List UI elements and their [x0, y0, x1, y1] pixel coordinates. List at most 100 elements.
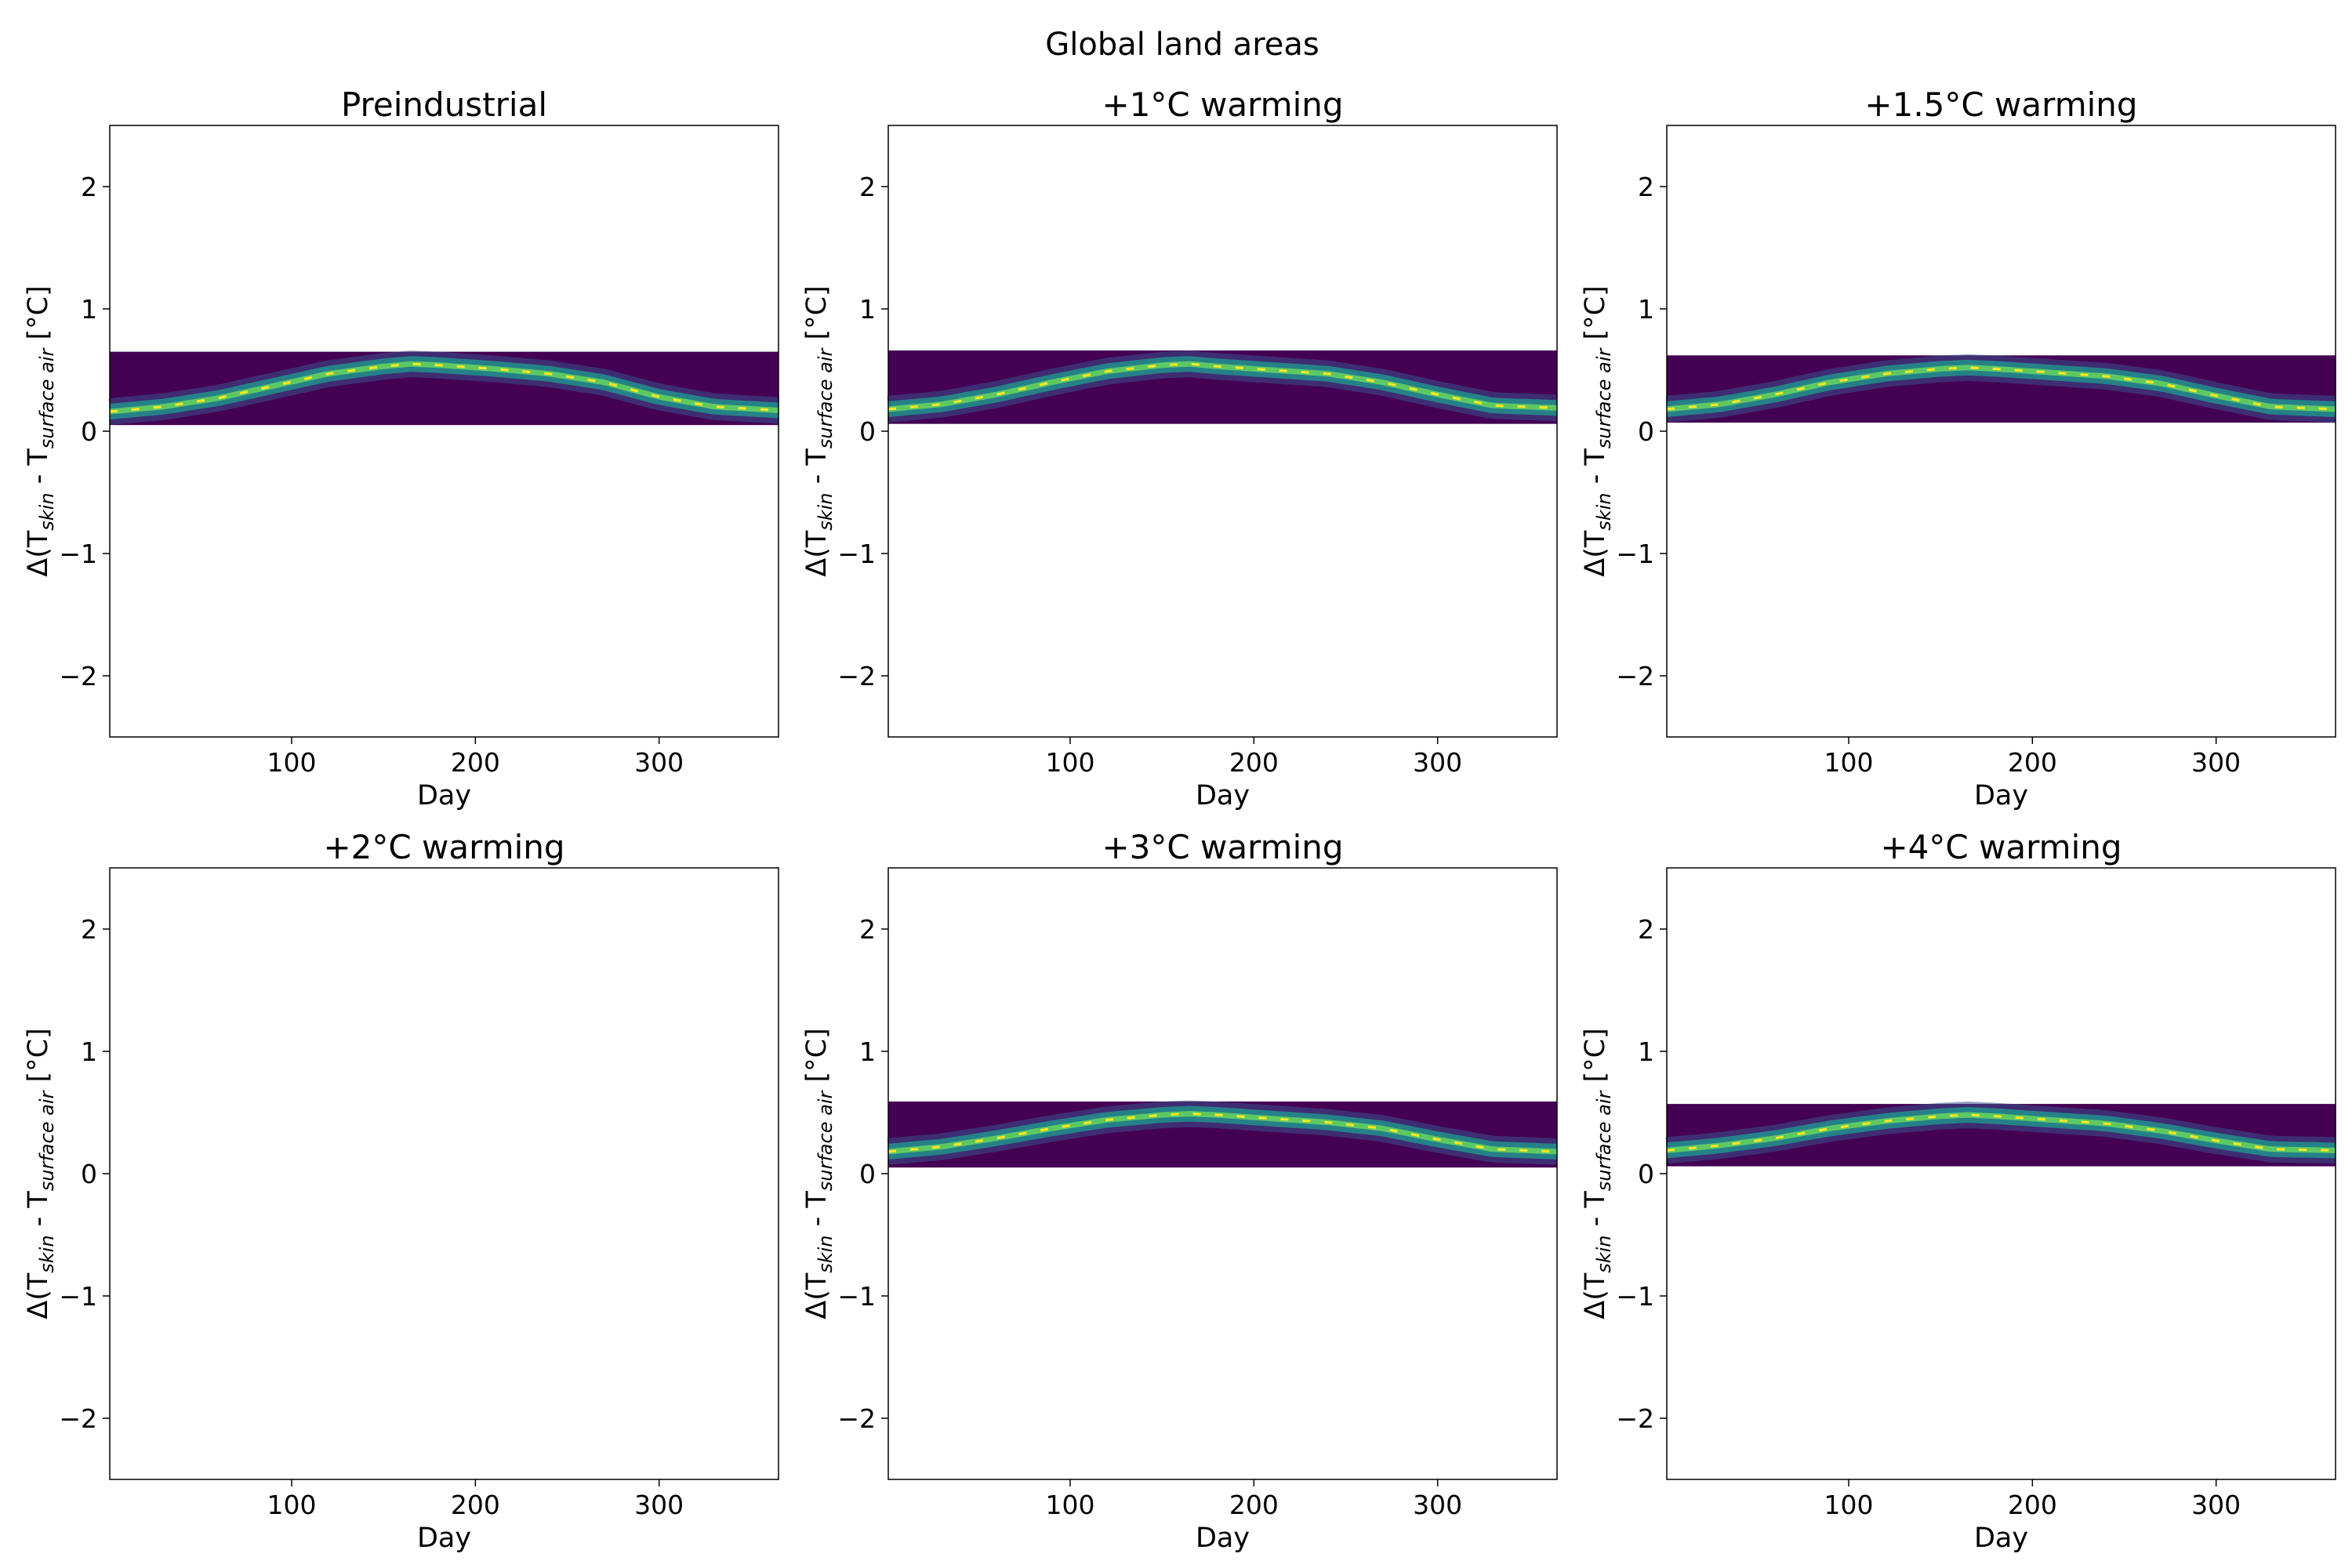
y-axis-label-part: - T [1580, 1191, 1611, 1236]
y-axis-label-part: - T [23, 448, 54, 493]
y-tick-label: 0 [81, 416, 97, 447]
y-tick-label: 2 [859, 172, 876, 202]
x-axis-label: Day [1974, 1523, 2028, 1554]
y-axis-label-part: - T [1580, 448, 1611, 493]
y-tick-label: −2 [1616, 1403, 1654, 1434]
x-axis-label: Day [1196, 780, 1250, 811]
y-tick-label: 1 [1638, 294, 1654, 325]
y-axis-label: Δ(Tskin - Tsurface air [°C] [1580, 1028, 1615, 1319]
y-axis-label-subscript: skin [815, 1235, 837, 1272]
axes-frame [109, 125, 779, 738]
x-tick-label: 200 [2008, 1490, 2057, 1520]
density-peak [1666, 1113, 2336, 1152]
y-axis-label-part: Δ(T [801, 530, 833, 577]
y-axis-label: Δ(Tskin - Tsurface air [°C] [801, 1028, 837, 1319]
y-axis-label-subscript: skin [815, 492, 837, 530]
y-axis-label: Δ(Tskin - Tsurface air [°C] [23, 1028, 58, 1319]
panel-5: +3°C warming 100 200 300 −2 −1 0 1 2 Day Δ(Tskin -… [801, 828, 1563, 1554]
panel-1: Preindustrial 100 200 300 −2 −1 0 1 2 Day Δ(Tskin … [23, 85, 785, 811]
y-axis-label: Δ(Tskin - Tsurface air [°C] [1580, 285, 1615, 576]
y-tick-label: 2 [1638, 914, 1654, 945]
y-axis-label-part: - T [801, 1191, 833, 1236]
y-axis-label-part: [°C] [23, 285, 54, 348]
y-tick-label: 2 [81, 172, 97, 202]
y-tick-label: −1 [837, 1281, 876, 1312]
y-axis-label-subscript: surface air [815, 347, 837, 449]
y-axis-label-subscript: surface air [1593, 1090, 1615, 1192]
y-tick-label: −1 [59, 1281, 97, 1312]
x-tick-label: 300 [2191, 1490, 2241, 1520]
x-tick-label: 200 [1229, 747, 1279, 778]
y-tick-label: −1 [59, 539, 97, 569]
y-tick-label: −1 [1616, 1281, 1654, 1312]
x-axis-label: Day [1196, 1523, 1250, 1554]
y-axis-label-part: - T [23, 1191, 54, 1236]
y-axis-label-part: [°C] [801, 285, 833, 348]
y-tick-label: −1 [837, 539, 876, 569]
density-peak [887, 362, 1558, 411]
axes-frame [1666, 125, 2336, 738]
y-axis-label-part: [°C] [1580, 1028, 1611, 1091]
x-tick-label: 200 [451, 747, 500, 778]
y-axis-label-part: [°C] [1580, 285, 1611, 348]
y-tick-label: 2 [859, 914, 876, 945]
y-axis-label-part: [°C] [23, 1028, 54, 1091]
figure-title: Global land areas [1045, 27, 1319, 63]
y-axis-label-part: Δ(T [801, 1272, 833, 1319]
x-axis-label: Day [1974, 780, 2028, 811]
y-axis-label-subscript: surface air [815, 1090, 837, 1192]
y-tick-label: −2 [1616, 661, 1654, 691]
density-peak [109, 362, 779, 413]
panel-4: +2°C warming 100 200 300 −2 −1 0 1 2 Day Δ(Tskin -… [23, 828, 779, 1554]
y-axis-label-subscript: surface air [1593, 347, 1615, 449]
y-tick-label: 1 [1638, 1036, 1654, 1067]
y-axis-label-part: Δ(T [1580, 530, 1611, 577]
panel-title: +4°C warming [1880, 828, 2122, 866]
y-tick-label: −2 [837, 661, 876, 691]
density-peak [1666, 366, 2336, 411]
x-tick-label: 300 [1413, 747, 1462, 778]
y-tick-label: 1 [859, 294, 876, 325]
panel-title: +3°C warming [1102, 828, 1343, 866]
panel-3: +1.5°C warming 100 200 300 −2 −1 0 1 2 Day Δ(Tskin… [1580, 85, 2342, 811]
panel-title: +2°C warming [323, 828, 564, 866]
y-tick-label: 0 [1638, 416, 1654, 447]
panel-title: +1°C warming [1102, 85, 1343, 124]
y-tick-label: −2 [837, 1403, 876, 1434]
y-tick-label: 0 [859, 416, 876, 447]
x-tick-label: 200 [451, 1490, 500, 1520]
x-tick-label: 200 [1229, 1490, 1279, 1520]
x-tick-label: 300 [2191, 747, 2241, 778]
axes-frame [887, 125, 1558, 738]
y-axis-label: Δ(Tskin - Tsurface air [°C] [23, 285, 58, 576]
x-tick-label: 200 [2008, 747, 2057, 778]
x-tick-label: 100 [267, 1490, 316, 1520]
y-tick-label: 1 [81, 294, 97, 325]
y-axis-label-subscript: surface air [36, 1090, 58, 1192]
axes-frame [109, 867, 779, 1480]
x-tick-label: 300 [634, 1490, 684, 1520]
y-axis-label-subscript: skin [36, 492, 58, 530]
y-tick-label: 1 [81, 1036, 97, 1067]
y-tick-label: 0 [859, 1159, 876, 1189]
y-tick-label: −1 [1616, 539, 1654, 569]
x-tick-label: 100 [267, 747, 316, 778]
y-axis-label-subscript: surface air [36, 347, 58, 449]
panel-6: +4°C warming 100 200 300 −2 −1 0 1 2 Day Δ(Tskin -… [1580, 828, 2342, 1554]
density-peak [887, 1112, 1558, 1153]
y-axis-label-part: Δ(T [1580, 1272, 1611, 1319]
axes-frame [887, 867, 1558, 1480]
x-tick-label: 100 [1824, 1490, 1873, 1520]
y-axis-label-part: Δ(T [23, 530, 54, 577]
y-axis-label-subscript: skin [1593, 492, 1615, 530]
x-tick-label: 300 [1413, 1490, 1462, 1520]
y-axis-label-part: - T [801, 448, 833, 493]
y-tick-label: 0 [81, 1159, 97, 1189]
y-tick-label: −2 [59, 1403, 97, 1434]
y-tick-label: 0 [1638, 1159, 1654, 1189]
y-tick-label: 2 [1638, 172, 1654, 202]
y-axis-label-part: Δ(T [23, 1272, 54, 1319]
x-axis-label: Day [417, 780, 471, 811]
y-axis-label: Δ(Tskin - Tsurface air [°C] [801, 285, 837, 576]
